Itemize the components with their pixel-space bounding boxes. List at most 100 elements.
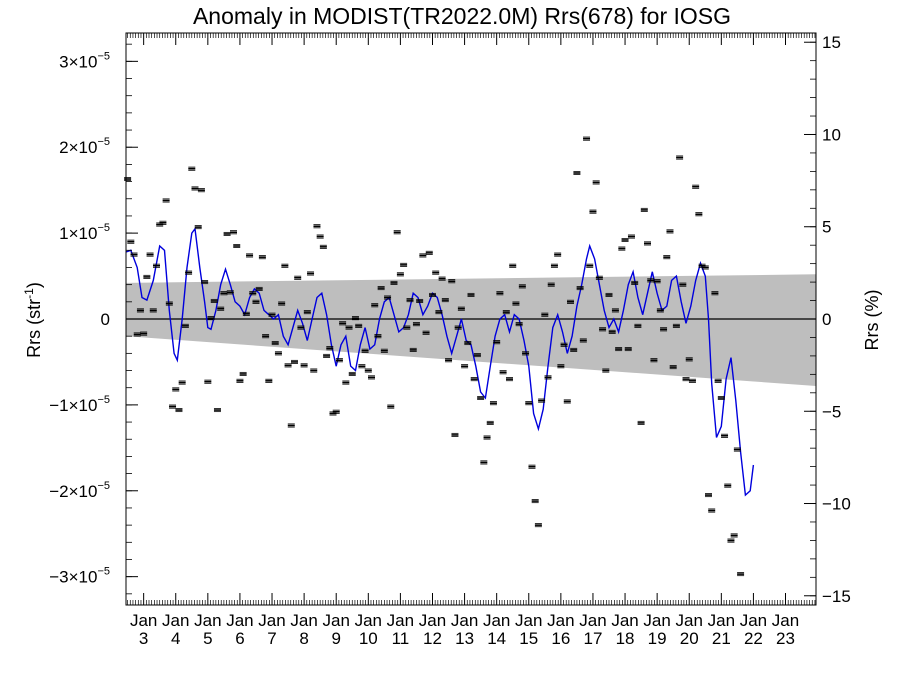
data-point [685, 357, 693, 362]
data-point [303, 310, 311, 315]
left-y-tick-label: −2×10−5 [49, 480, 110, 501]
data-point [316, 234, 324, 239]
data-point [573, 170, 581, 175]
data-point [278, 301, 286, 306]
x-tick-month-label: Jan [322, 611, 349, 630]
data-point [557, 364, 565, 369]
data-point [217, 306, 225, 311]
data-point [146, 252, 154, 257]
uncertainty-band [126, 274, 816, 386]
data-point [364, 368, 372, 373]
data-point [226, 290, 234, 295]
data-point [727, 538, 735, 543]
data-point [547, 282, 555, 287]
data-point [348, 371, 356, 376]
data-point [682, 377, 690, 382]
data-point [130, 252, 138, 257]
data-point [143, 274, 151, 279]
data-point [290, 359, 298, 364]
data-point [342, 380, 350, 385]
data-point [615, 347, 623, 352]
x-tick-year-label: 8 [299, 629, 308, 648]
x-tick-year-label: 9 [331, 629, 340, 648]
data-point [425, 250, 433, 255]
data-point [345, 325, 353, 330]
data-point [181, 323, 189, 328]
x-tick-year-label: 12 [423, 629, 442, 648]
left-y-axis-label-main: Rrs (str [24, 299, 44, 358]
x-tick-month-label: Jan [355, 611, 382, 630]
data-point [191, 186, 199, 191]
data-point [213, 408, 221, 413]
data-point [220, 291, 228, 296]
data-point [387, 404, 395, 409]
data-point [310, 368, 318, 373]
left-y-tick-label: 1×10−5 [59, 222, 110, 243]
data-point [422, 330, 430, 335]
data-point [611, 308, 619, 313]
right-y-tick-label: 15 [822, 33, 841, 52]
data-point [326, 346, 334, 351]
data-point [669, 365, 677, 370]
data-point [589, 209, 597, 214]
data-point [412, 322, 420, 327]
x-tick-month-label: Jan [162, 611, 189, 630]
data-point [335, 358, 343, 363]
data-point [287, 423, 295, 428]
data-point [650, 358, 658, 363]
data-point [605, 292, 613, 297]
data-point [390, 280, 398, 285]
data-point [197, 188, 205, 193]
anomaly-series-line [125, 226, 755, 497]
data-point [644, 241, 652, 246]
data-point [477, 396, 485, 401]
data-point [419, 253, 427, 258]
data-point [599, 327, 607, 332]
x-tick-month-label: Jan [611, 611, 638, 630]
data-point [358, 364, 366, 369]
data-point [249, 291, 257, 296]
data-point [294, 275, 302, 280]
data-point [377, 286, 385, 291]
data-point [586, 263, 594, 268]
x-tick-year-label: 11 [392, 629, 410, 648]
data-point [445, 358, 453, 363]
data-point [432, 270, 440, 275]
data-point [522, 351, 530, 356]
data-point [136, 308, 144, 313]
x-tick-year-label: 20 [680, 629, 699, 648]
data-point [185, 270, 193, 275]
left-y-tick-label: −3×10−5 [49, 566, 110, 587]
data-point [448, 279, 456, 284]
data-point [624, 347, 632, 352]
data-point [660, 327, 668, 332]
data-point [640, 207, 648, 212]
data-point [631, 280, 639, 285]
data-point [297, 325, 305, 330]
x-tick-month-label: Jan [740, 611, 767, 630]
data-point [239, 371, 247, 376]
data-point [172, 387, 180, 392]
x-tick-month-label: Jan [226, 611, 253, 630]
data-point [595, 275, 603, 280]
data-point [464, 341, 472, 346]
data-point [140, 331, 148, 336]
data-point [271, 341, 279, 346]
data-point [666, 229, 674, 234]
x-tick-year-label: 14 [487, 629, 506, 648]
data-point [435, 310, 443, 315]
chart-title: Anomaly in MODIST(TR2022.0M) Rrs(678) fo… [193, 3, 731, 29]
data-point [124, 177, 132, 182]
data-point [355, 323, 363, 328]
data-point [499, 370, 507, 375]
data-point [534, 523, 542, 528]
data-point [461, 364, 469, 369]
data-point [618, 246, 626, 251]
data-point [506, 377, 514, 382]
left-y-tick-label: −1×10−5 [49, 394, 110, 415]
data-point [374, 334, 382, 339]
x-tick-month-label: Jan [451, 611, 478, 630]
data-point [528, 464, 536, 469]
data-point [409, 347, 417, 352]
x-tick-year-label: 21 [712, 629, 731, 648]
